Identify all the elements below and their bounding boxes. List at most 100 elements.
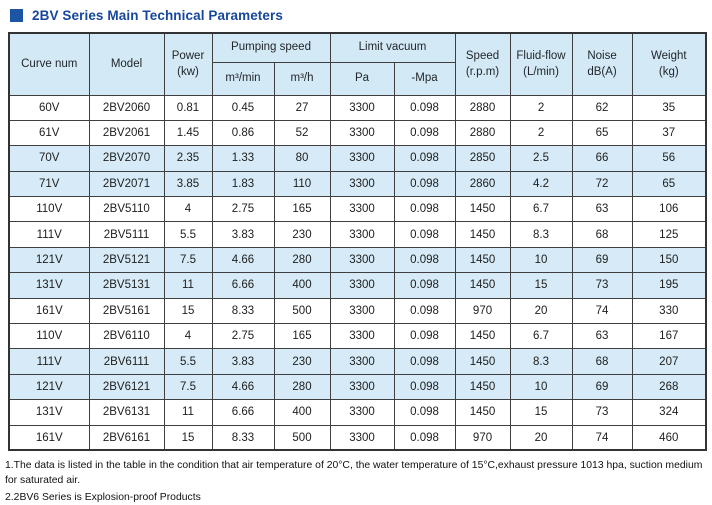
table-header: Curve num Model Power (kw) Pumping speed…	[8, 32, 707, 96]
table-cell: 4	[163, 323, 213, 350]
table-cell: 2BV2071	[88, 170, 165, 198]
table-cell: 400	[273, 399, 331, 426]
table-cell: 8.33	[211, 297, 275, 325]
table-cell: 6.7	[509, 196, 573, 223]
table-cell: 73	[571, 272, 633, 299]
table-cell: 2BV5110	[88, 196, 165, 223]
table-cell: 3300	[329, 272, 395, 299]
table-cell: 2BV2060	[88, 94, 165, 121]
table-cell: 27	[273, 94, 331, 121]
table-cell: 460	[631, 424, 707, 451]
table-cell: 2BV6110	[88, 323, 165, 350]
table-cell: 56	[631, 145, 707, 172]
table-cell: 0.098	[393, 119, 456, 147]
table-cell: 5.5	[163, 348, 213, 375]
title-bar: 2BV Series Main Technical Parameters	[0, 0, 712, 23]
table-body: 60V 2BV2060 0.81 0.45 27 3300 0.098 2880 2 62 35 61…	[8, 94, 707, 451]
table-cell: 324	[631, 399, 707, 426]
table-row: 60V 2BV2060 0.81 0.45 27 3300 0.098 2880 2 62 35	[8, 94, 707, 121]
table-row: 161V 2BV6161 15 8.33 500 3300 0.098 970 20 74 460	[8, 424, 707, 451]
table-cell: 2BV5131	[88, 272, 165, 299]
table-cell: 1450	[454, 348, 511, 375]
table-cell: 125	[631, 221, 707, 248]
table-cell: 131V	[8, 272, 90, 299]
table-row: 121V 2BV5121 7.5 4.66 280 3300 0.098 1450 10 69 15…	[8, 246, 707, 274]
table-row: 70V 2BV2070 2.35 1.33 80 3300 0.098 2850 2.5 66 56	[8, 145, 707, 172]
table-cell: 2BV6121	[88, 373, 165, 401]
footnote-1: 1.The data is listed in the table in the…	[5, 460, 703, 487]
table-cell: 72	[571, 170, 633, 198]
col-header-m3-min: m³/min	[211, 61, 275, 96]
table-cell: 230	[273, 221, 331, 248]
table-cell: 52	[273, 119, 331, 147]
table-cell: 80	[273, 145, 331, 172]
table-cell: 161V	[8, 424, 90, 451]
table-cell: 3300	[329, 145, 395, 172]
table-row: 110V 2BV5110 4 2.75 165 3300 0.098 1450 6.7 63 106	[8, 196, 707, 223]
spec-table: Curve num Model Power (kw) Pumping speed…	[8, 32, 708, 452]
table-cell: 1.83	[211, 170, 275, 198]
table-cell: 0.098	[393, 221, 456, 248]
col-header-noise: Noise dB(A)	[571, 32, 633, 96]
table-cell: 0.098	[393, 170, 456, 198]
table-cell: 111V	[8, 348, 90, 375]
table-cell: 10	[509, 373, 573, 401]
table-cell: 0.098	[393, 94, 456, 121]
table-cell: 0.81	[163, 94, 213, 121]
table-cell: 0.098	[393, 246, 456, 274]
table-cell: 0.45	[211, 94, 275, 121]
table-cell: 110	[273, 170, 331, 198]
table-cell: 71V	[8, 170, 90, 198]
table-cell: 69	[571, 246, 633, 274]
table-cell: 280	[273, 373, 331, 401]
table-cell: 61V	[8, 119, 90, 147]
table-cell: 970	[454, 297, 511, 325]
table-cell: 8.3	[509, 221, 573, 248]
table-cell: 4	[163, 196, 213, 223]
table-cell: 4.66	[211, 246, 275, 274]
table-cell: 68	[571, 348, 633, 375]
table-cell: 0.098	[393, 373, 456, 401]
table-cell: 330	[631, 297, 707, 325]
table-cell: 3300	[329, 373, 395, 401]
table-cell: 3300	[329, 119, 395, 147]
table-cell: 3300	[329, 424, 395, 451]
table-cell: 2880	[454, 119, 511, 147]
table-row: 110V 2BV6110 4 2.75 165 3300 0.098 1450 6.7 63 167	[8, 323, 707, 350]
table-cell: 74	[571, 424, 633, 451]
col-header-pa: Pa	[329, 61, 395, 96]
table-cell: 69	[571, 373, 633, 401]
table-cell: 131V	[8, 399, 90, 426]
table-cell: 500	[273, 297, 331, 325]
table-cell: 121V	[8, 246, 90, 274]
table-cell: 15	[163, 297, 213, 325]
col-group-limit-vacuum: Limit vacuum	[329, 32, 456, 63]
table-cell: 8.33	[211, 424, 275, 451]
table-cell: 165	[273, 196, 331, 223]
table-cell: 1450	[454, 323, 511, 350]
table-cell: 1450	[454, 246, 511, 274]
table-cell: 63	[571, 323, 633, 350]
table-cell: 1.33	[211, 145, 275, 172]
table-cell: 3300	[329, 348, 395, 375]
table-cell: 161V	[8, 297, 90, 325]
table-cell: 0.098	[393, 424, 456, 451]
table-cell: 74	[571, 297, 633, 325]
table-cell: 0.86	[211, 119, 275, 147]
table-cell: 35	[631, 94, 707, 121]
table-cell: 207	[631, 348, 707, 375]
table-cell: 11	[163, 272, 213, 299]
table-row: 71V 2BV2071 3.85 1.83 110 3300 0.098 2860 4.2 72 6…	[8, 170, 707, 198]
table-cell: 70V	[8, 145, 90, 172]
col-header-speed: Speed (r.p.m)	[454, 32, 511, 96]
table-cell: 1450	[454, 221, 511, 248]
table-cell: 4.2	[509, 170, 573, 198]
table-cell: 6.7	[509, 323, 573, 350]
table-row: 61V 2BV2061 1.45 0.86 52 3300 0.098 2880 2 65 37	[8, 119, 707, 147]
table-cell: 6.66	[211, 399, 275, 426]
table-cell: 2BV5121	[88, 246, 165, 274]
table-cell: 15	[509, 399, 573, 426]
table-cell: 3300	[329, 323, 395, 350]
table-cell: 2880	[454, 94, 511, 121]
table-cell: 65	[631, 170, 707, 198]
